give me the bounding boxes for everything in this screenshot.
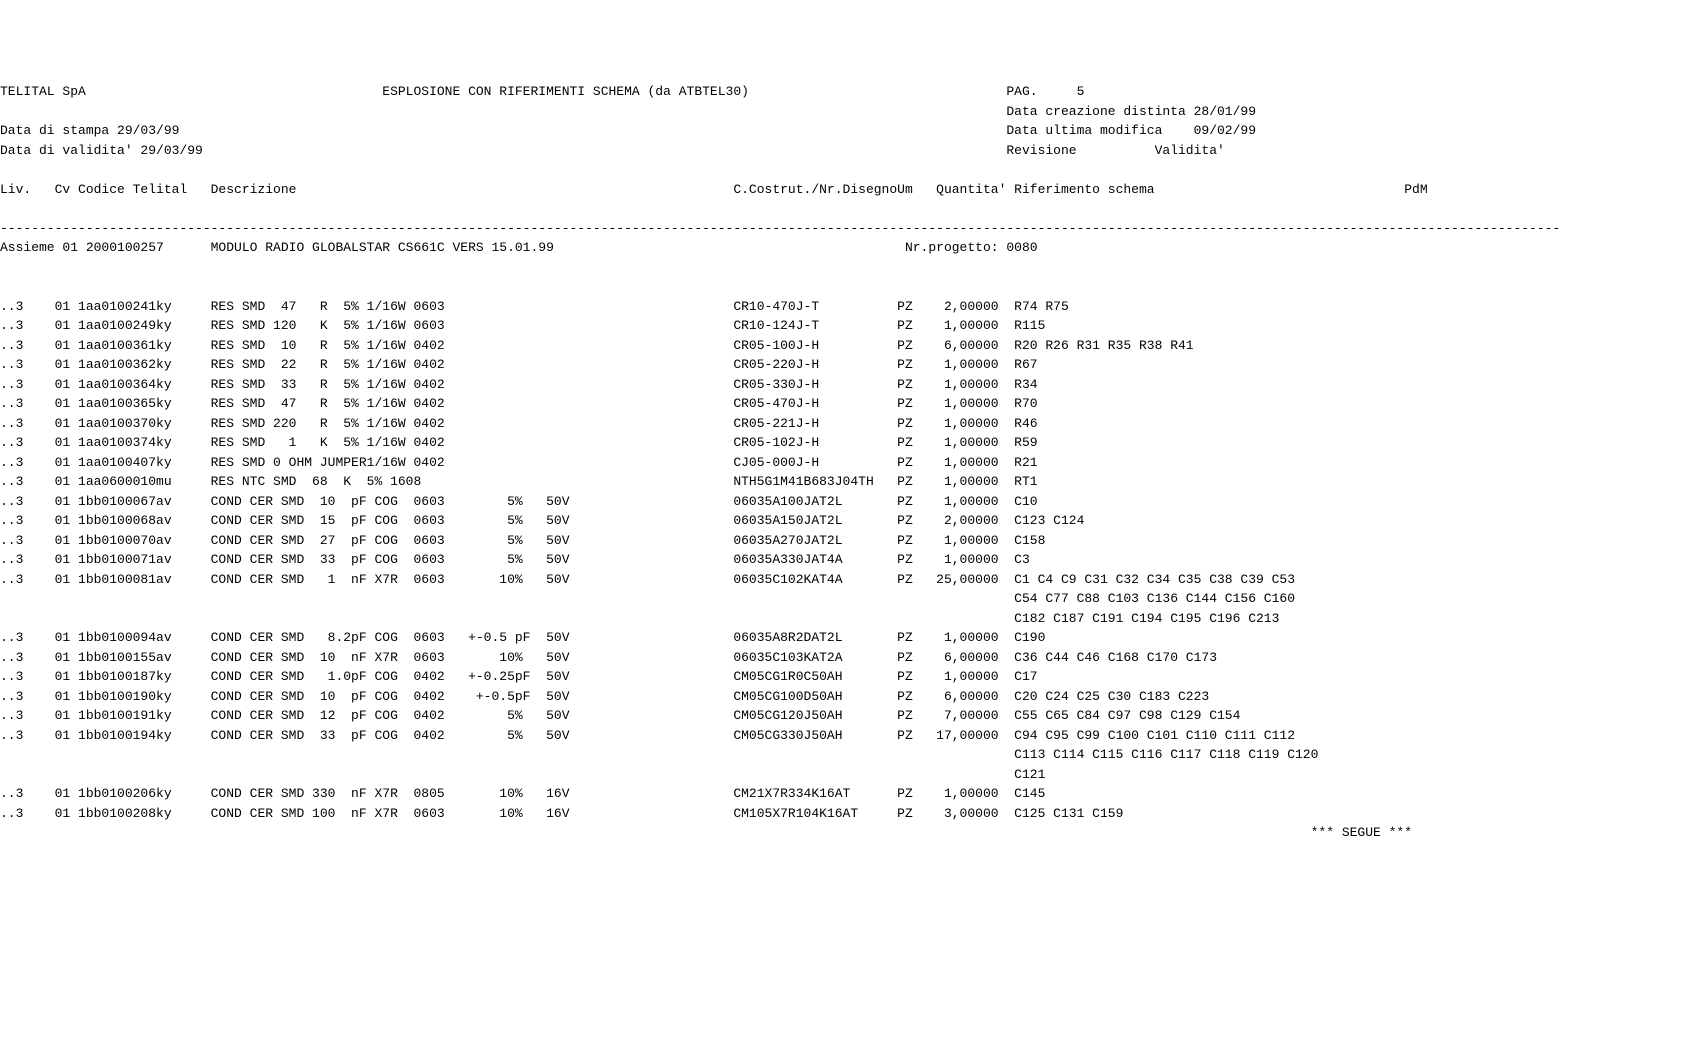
table-row: ..3 01 1bb0100206ky COND CER SMD 330 nF …: [0, 784, 1681, 804]
header-line-2: Data creazione distinta 28/01/99: [0, 102, 1681, 122]
table-row: ..3 01 1aa0100361ky RES SMD 10 R 5% 1/16…: [0, 336, 1681, 356]
table-row: ..3 01 1aa0100407ky RES SMD 0 OHM JUMPER…: [0, 453, 1681, 473]
table-row: ..3 01 1bb0100068av COND CER SMD 15 pF C…: [0, 511, 1681, 531]
table-row: ..3 01 1bb0100208ky COND CER SMD 100 nF …: [0, 804, 1681, 824]
table-row: ..3 01 1aa0100370ky RES SMD 220 R 5% 1/1…: [0, 414, 1681, 434]
table-row: ..3 01 1aa0100362ky RES SMD 22 R 5% 1/16…: [0, 355, 1681, 375]
table-row-continuation: C54 C77 C88 C103 C136 C144 C156 C160: [0, 589, 1681, 609]
table-row: ..3 01 1aa0600010mu RES NTC SMD 68 K 5% …: [0, 472, 1681, 492]
table-row: ..3 01 1aa0100364ky RES SMD 33 R 5% 1/16…: [0, 375, 1681, 395]
table-row: ..3 01 1bb0100081av COND CER SMD 1 nF X7…: [0, 570, 1681, 590]
table-row: ..3 01 1bb0100191ky COND CER SMD 12 pF C…: [0, 706, 1681, 726]
assembly-row: Assieme 01 2000100257 MODULO RADIO GLOBA…: [0, 238, 1681, 258]
table-row: ..3 01 1bb0100155av COND CER SMD 10 nF X…: [0, 648, 1681, 668]
table-row: ..3 01 1bb0100187ky COND CER SMD 1.0pF C…: [0, 667, 1681, 687]
blank: [0, 199, 1681, 219]
footer-segue: *** SEGUE ***: [0, 823, 1681, 843]
header-line-4: Data di validita' 29/03/99 Revisione Val…: [0, 141, 1681, 161]
header-line-3: Data di stampa 29/03/99 Data ultima modi…: [0, 121, 1681, 141]
table-row-continuation: C182 C187 C191 C194 C195 C196 C213: [0, 609, 1681, 629]
table-row: ..3 01 1aa0100365ky RES SMD 47 R 5% 1/16…: [0, 394, 1681, 414]
table-row: ..3 01 1bb0100070av COND CER SMD 27 pF C…: [0, 531, 1681, 551]
table-row: ..3 01 1bb0100071av COND CER SMD 33 pF C…: [0, 550, 1681, 570]
blank: [0, 277, 1681, 297]
blank: [0, 258, 1681, 278]
blank: [0, 160, 1681, 180]
table-row: ..3 01 1aa0100374ky RES SMD 1 K 5% 1/16W…: [0, 433, 1681, 453]
table-row: ..3 01 1bb0100094av COND CER SMD 8.2pF C…: [0, 628, 1681, 648]
table-row-continuation: C121: [0, 765, 1681, 785]
table-row: ..3 01 1bb0100194ky COND CER SMD 33 pF C…: [0, 726, 1681, 746]
column-headers: Liv. Cv Codice Telital Descrizione C.Cos…: [0, 180, 1681, 200]
table-row: ..3 01 1bb0100190ky COND CER SMD 10 pF C…: [0, 687, 1681, 707]
table-row: ..3 01 1bb0100067av COND CER SMD 10 pF C…: [0, 492, 1681, 512]
separator: ----------------------------------------…: [0, 219, 1681, 239]
bom-report: TELITAL SpA ESPLOSIONE CON RIFERIMENTI S…: [0, 82, 1681, 843]
table-row: ..3 01 1aa0100241ky RES SMD 47 R 5% 1/16…: [0, 297, 1681, 317]
table-row-continuation: C113 C114 C115 C116 C117 C118 C119 C120: [0, 745, 1681, 765]
header-line-1: TELITAL SpA ESPLOSIONE CON RIFERIMENTI S…: [0, 82, 1681, 102]
table-row: ..3 01 1aa0100249ky RES SMD 120 K 5% 1/1…: [0, 316, 1681, 336]
